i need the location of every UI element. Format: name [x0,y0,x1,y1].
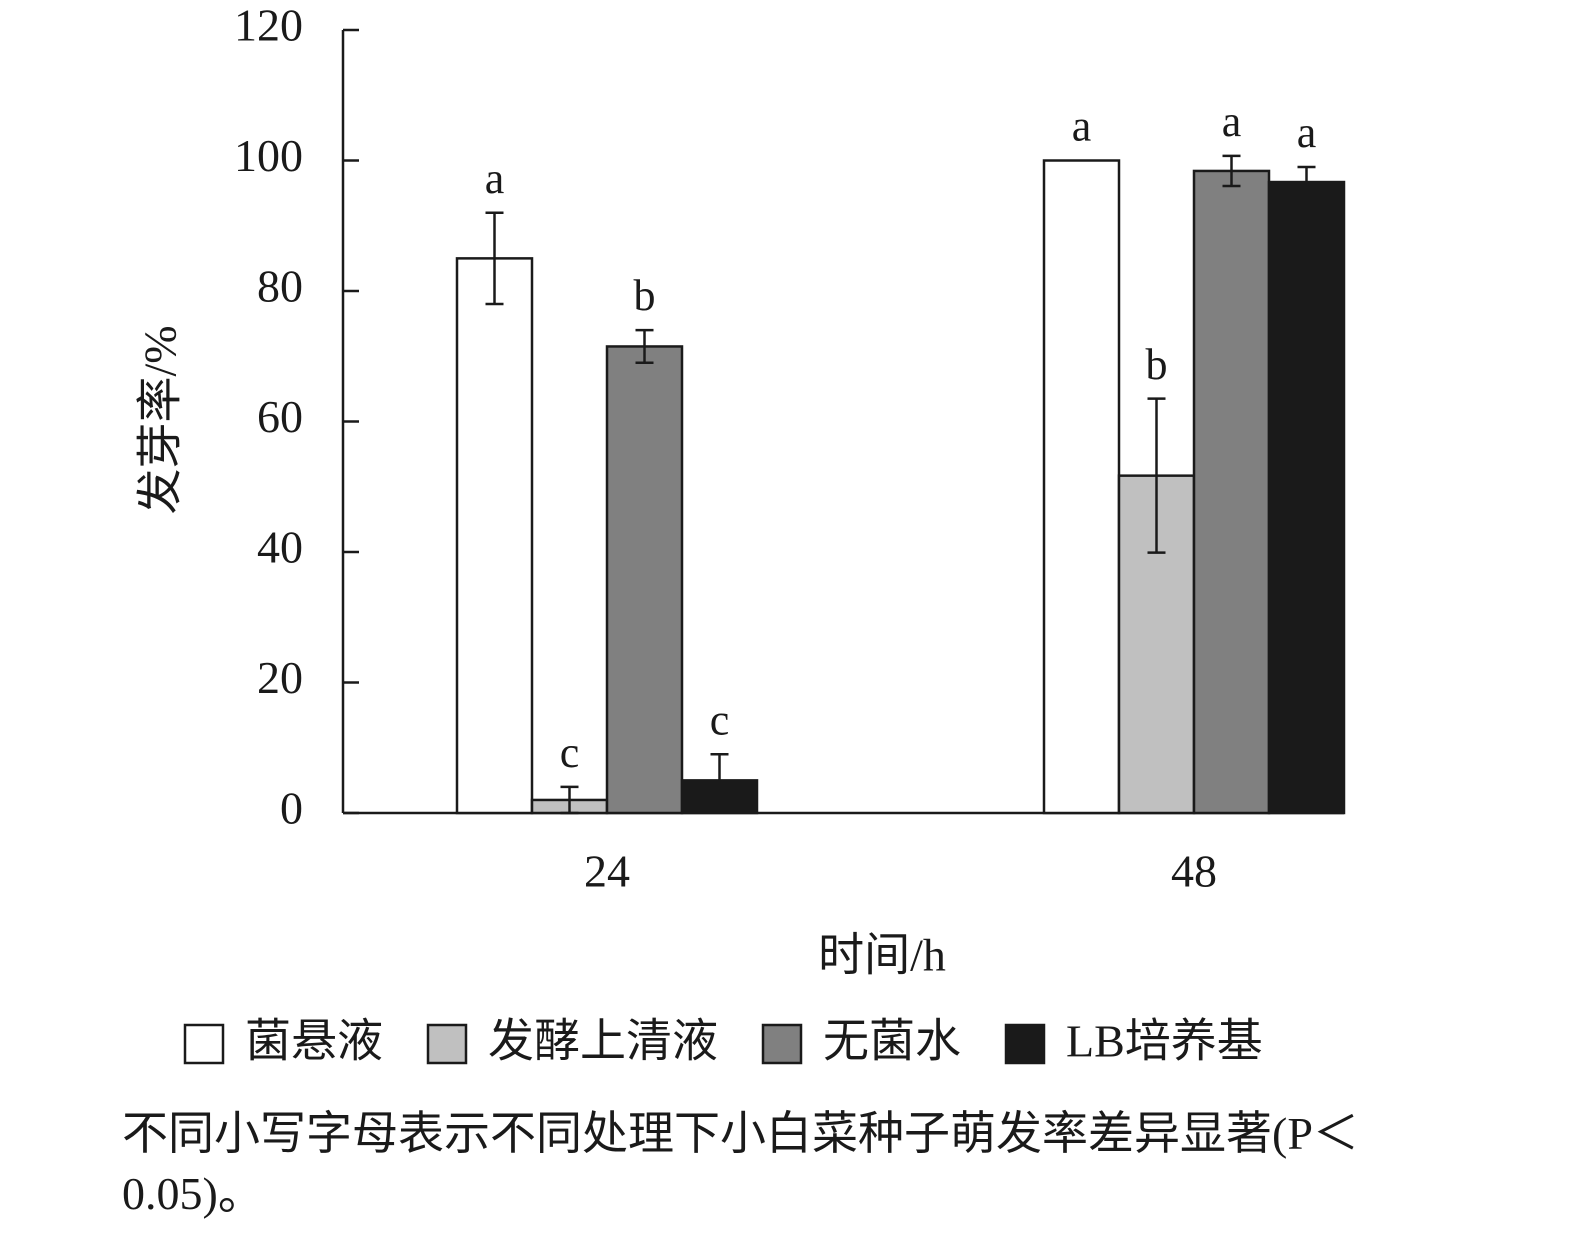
y-tick-label: 100 [234,130,303,181]
legend-label: 发酵上清液 [488,1016,718,1067]
legend-swatch [1004,1023,1046,1065]
bar [1192,169,1271,815]
x-tick-label: 48 [1171,846,1217,897]
legend-label: 菌悬液 [245,1016,383,1067]
bar [1267,180,1346,815]
legend-swatch [426,1023,468,1065]
x-tick-label: 24 [584,846,630,897]
legend-swatch [761,1023,803,1065]
footnote: 不同小写字母表示不同处理下小白菜种子萌发率差异显著(P＜0.05)。 [122,1108,1359,1219]
bar [455,257,534,815]
legend-label: 无菌水 [823,1016,961,1067]
y-tick-label: 80 [257,261,303,312]
legend-label: LB培养基 [1066,1016,1263,1067]
chart: 时间/h 发芽率/% 0 20 40 60 80 100 120 24 a c b c 48 a b a a 菌悬… [135,0,1346,1067]
significance-letter: a [485,154,505,203]
significance-letter: a [1222,97,1242,146]
y-tick-label: 60 [257,391,303,442]
significance-letter: c [560,728,580,777]
y-axis-title: 发芽率/% [135,325,186,514]
bar [1042,159,1121,815]
y-tick-label: 120 [234,0,303,51]
bar [605,345,684,815]
significance-letter: b [634,271,656,320]
y-tick-label: 0 [280,783,303,834]
significance-letter: c [710,695,730,744]
significance-letter: a [1072,102,1092,151]
x-axis-title: 时间/h [818,930,946,981]
legend-swatch [183,1023,225,1065]
y-tick-label: 40 [257,522,303,573]
significance-letter: a [1297,108,1317,157]
y-tick-label: 20 [257,652,303,703]
significance-letter: b [1146,340,1168,389]
